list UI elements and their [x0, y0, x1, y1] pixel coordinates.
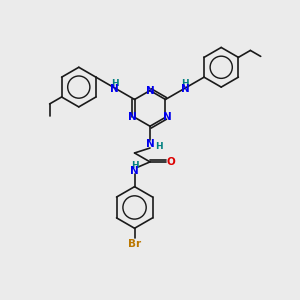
- Text: N: N: [146, 139, 154, 149]
- Text: H: H: [155, 142, 163, 151]
- Text: H: H: [131, 161, 138, 170]
- Text: N: N: [146, 85, 154, 96]
- Text: N: N: [110, 84, 119, 94]
- Text: H: H: [111, 79, 118, 88]
- Text: O: O: [167, 157, 175, 167]
- Text: N: N: [163, 112, 172, 122]
- Text: N: N: [130, 166, 139, 176]
- Text: N: N: [181, 84, 190, 94]
- Text: Br: Br: [128, 239, 141, 249]
- Text: H: H: [182, 79, 189, 88]
- Text: N: N: [128, 112, 137, 122]
